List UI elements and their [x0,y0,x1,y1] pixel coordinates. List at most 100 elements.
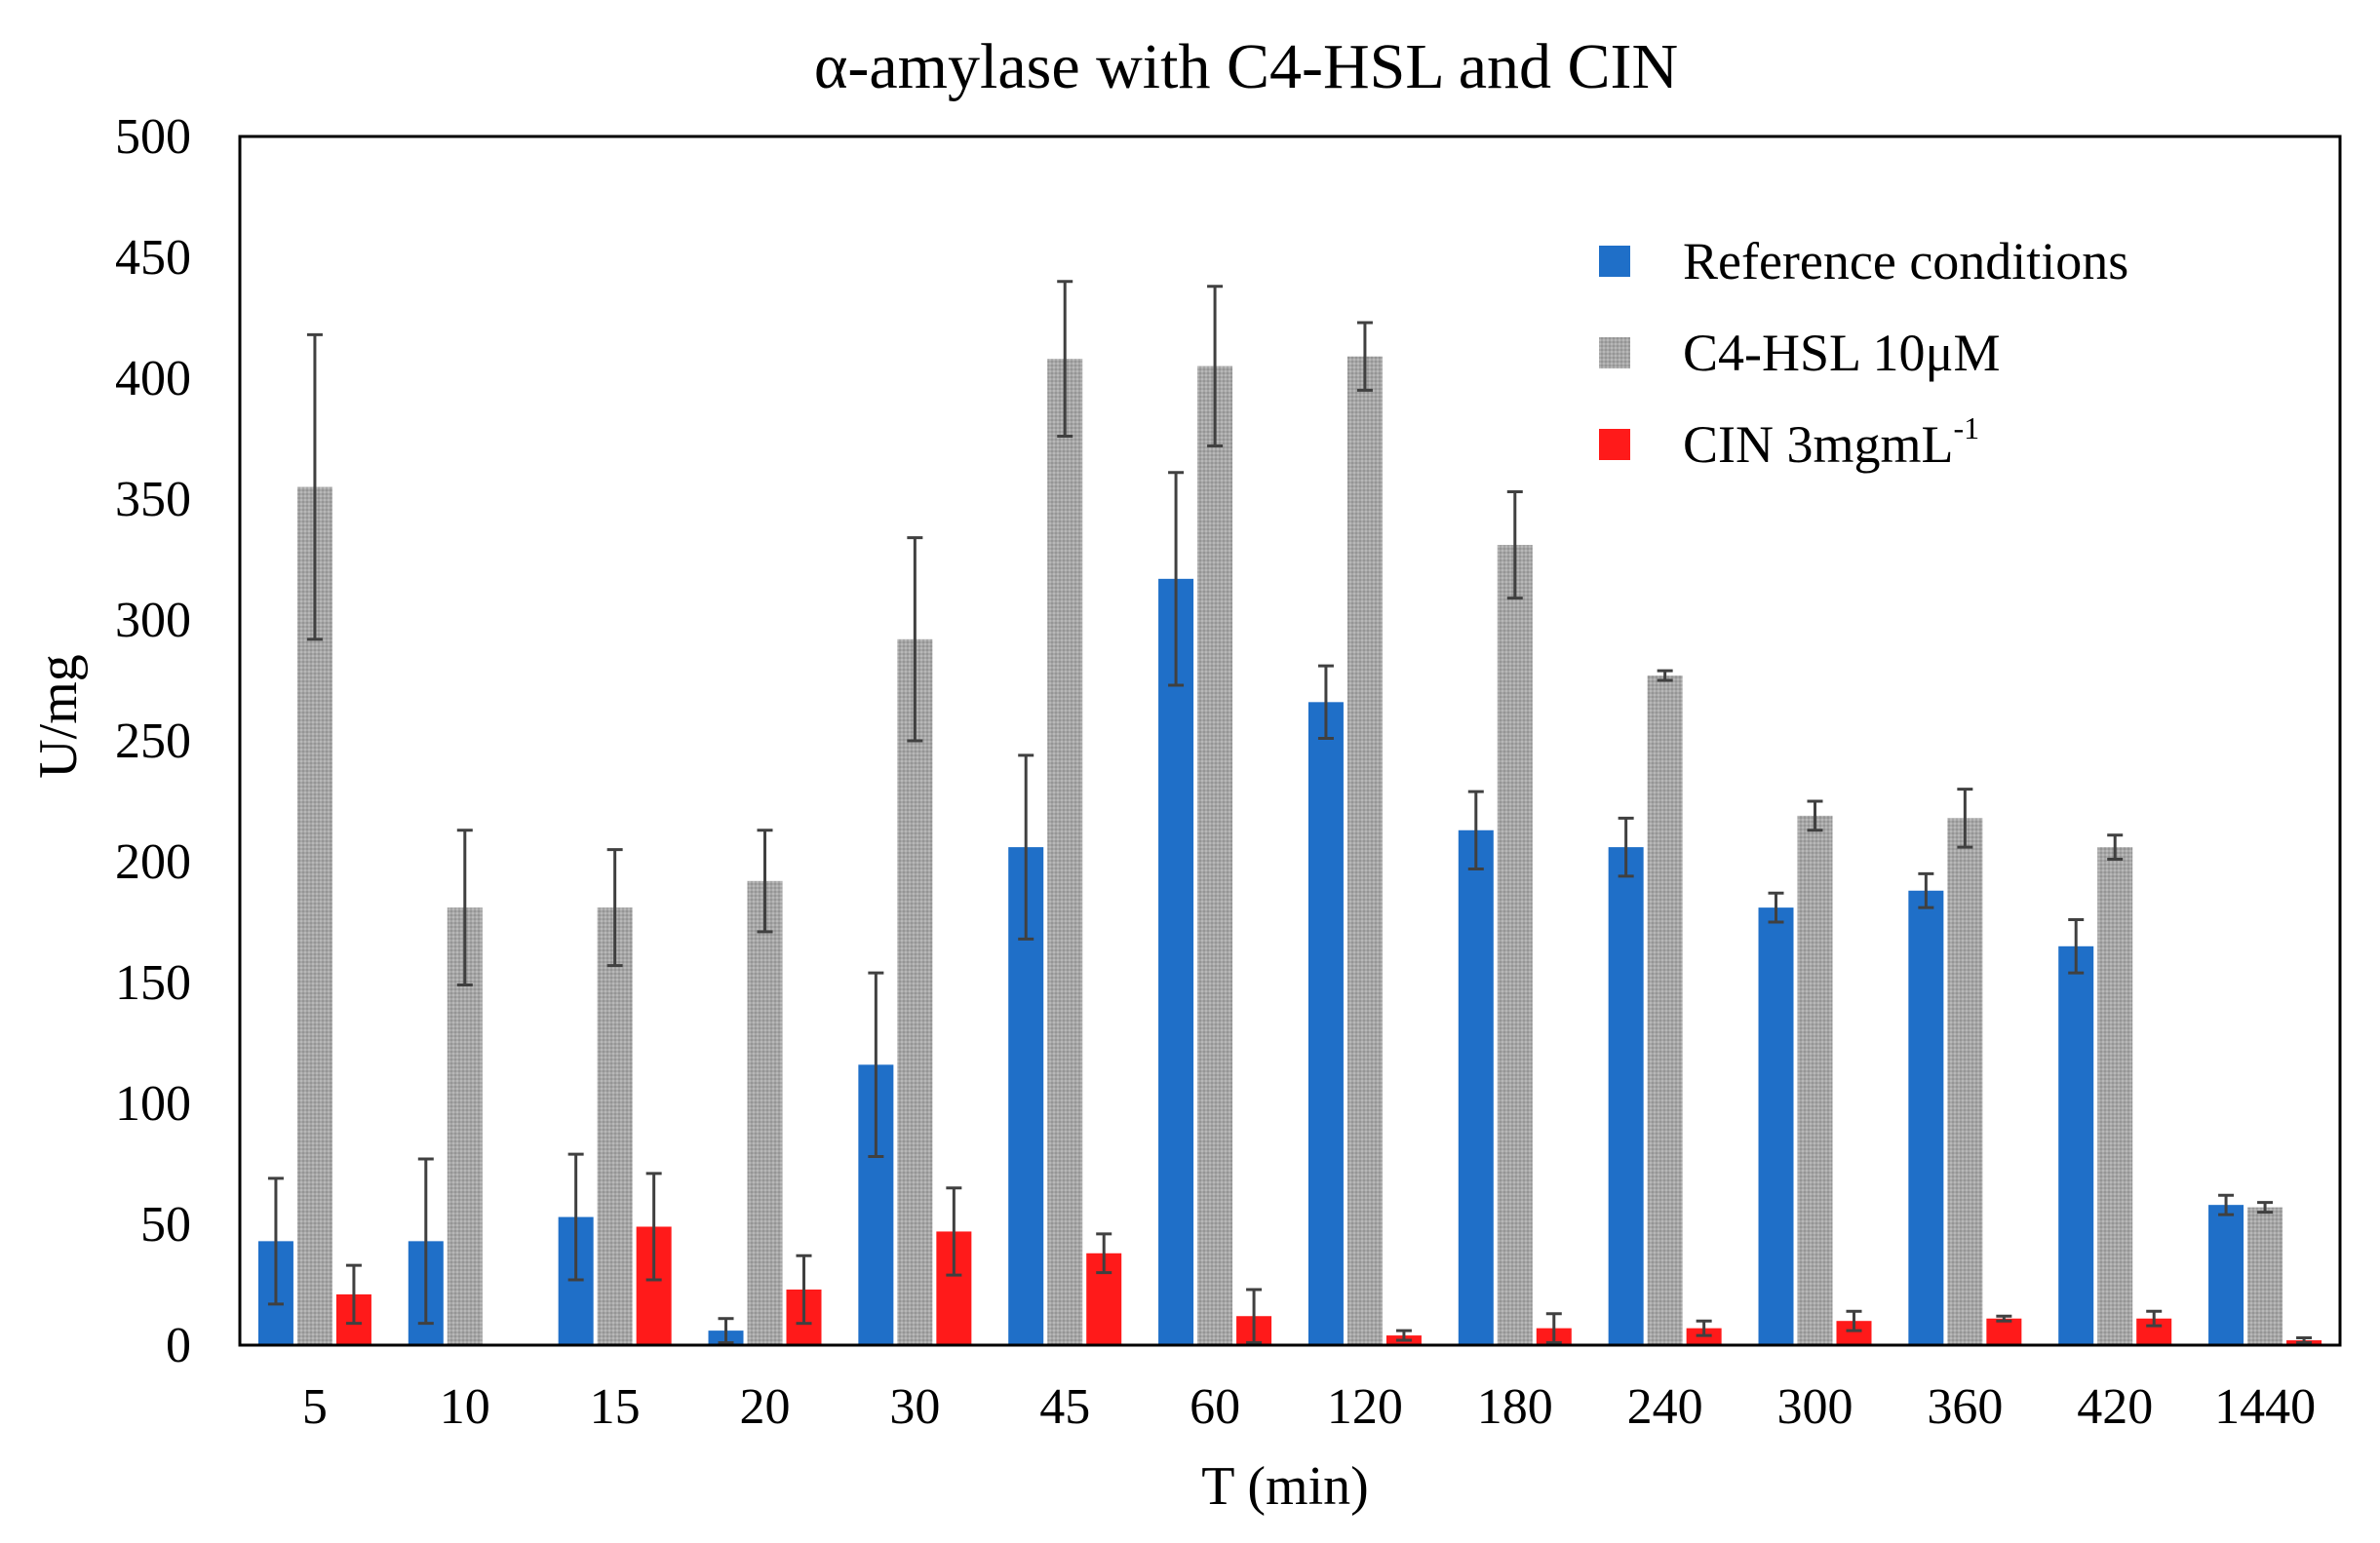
legend-label: CIN 3mgmL-1 [1683,410,1979,474]
x-tick-label: 15 [590,1379,641,1435]
error-bar [645,1172,662,1282]
bar-c4-hsl-45 [1047,359,1083,1345]
error-bar [1467,790,1484,870]
error-bar [2146,1309,2163,1328]
error-bar [1018,753,1034,941]
error-bar [2257,1201,2274,1215]
x-tick-label: 240 [1627,1379,1703,1435]
y-tick-label: 500 [115,109,191,165]
x-tick-label: 360 [1927,1379,2003,1435]
legend-label: C4-HSL 10μM [1683,324,2000,382]
x-tick-label: 300 [1777,1379,1853,1435]
error-bar [868,971,884,1159]
legend-swatch [1599,429,1630,460]
error-bar [1356,321,1373,392]
bar-c4-hsl-240 [1647,675,1683,1345]
y-tick-label: 0 [166,1318,191,1373]
y-tick-label: 50 [140,1197,191,1253]
bar-c4-hsl-300 [1797,815,1833,1345]
x-tick-label: 45 [1039,1379,1090,1435]
legend-swatch [1599,246,1630,277]
y-tick-label: 250 [115,714,191,769]
bar-c4-hsl-30 [897,638,933,1345]
error-bar [1395,1329,1412,1342]
bar-reference-180 [1458,829,1494,1345]
error-bar [1246,1288,1263,1345]
y-tick-label: 350 [115,472,191,527]
chart-title: α-amylase with C4-HSL and CIN [814,31,1678,102]
y-tick-label: 300 [115,593,191,648]
plot-border [238,135,2342,1347]
error-bar [1996,1314,2012,1323]
x-tick-label: 20 [740,1379,791,1435]
error-bar [907,536,923,743]
error-bar [1918,871,1934,909]
error-bar [2218,1193,2235,1216]
bar-reference-360 [1908,890,1944,1345]
bar-c4-hsl-360 [1947,818,1983,1345]
error-bar [417,1157,434,1326]
error-bar [1957,788,1973,849]
error-bar [757,829,773,934]
bar-c4-hsl-180 [1497,545,1533,1345]
error-bar [1846,1309,1862,1332]
x-tick-label: 5 [302,1379,328,1435]
y-tick-label: 150 [115,955,191,1011]
bar-reference-120 [1307,702,1344,1345]
y-tick-label: 450 [115,230,191,286]
error-bar [567,1152,584,1282]
error-bar [1768,891,1784,924]
bar-reference-420 [2058,945,2094,1345]
error-bar [1657,669,1673,682]
legend-label: Reference conditions [1683,232,2128,290]
error-bar [1807,799,1823,832]
error-bar [1096,1232,1112,1275]
x-axis-label: T (min) [1201,1456,1369,1517]
x-tick-label: 120 [1327,1379,1403,1435]
error-bar [1545,1312,1562,1345]
error-bar [456,829,473,986]
bar-cin-360 [1986,1318,2022,1345]
x-tick-label: 60 [1190,1379,1240,1435]
legend-swatch [1599,337,1630,368]
error-bar [2107,833,2124,862]
plot-area: 0 50 100 150 200 250 300 350 400 450 500 5 10 15 20 30 4… [115,109,2342,1435]
bar-c4-hsl-15 [597,907,633,1345]
error-bar [606,848,623,968]
y-tick-label: 200 [115,834,191,890]
error-bar [1168,471,1185,687]
y-axis-label: U/mg [28,654,89,779]
error-bar [1317,664,1334,741]
bar-reference-60 [1158,578,1194,1345]
error-bar [796,1254,812,1326]
error-bar [345,1263,362,1326]
error-bar [718,1317,734,1345]
bar-c4-hsl-1440 [2247,1207,2283,1345]
x-tick-label: 30 [889,1379,940,1435]
bar-c4-hsl-120 [1346,356,1383,1345]
error-bar [946,1186,962,1277]
x-tick-label: 10 [440,1379,490,1435]
bar-reference-240 [1608,847,1644,1345]
error-bar [267,1177,284,1306]
bar-c4-hsl-420 [2097,847,2133,1345]
bar-reference-1440 [2208,1205,2244,1345]
error-bar [1057,280,1073,439]
bar-c4-hsl-20 [747,880,783,1345]
y-tick-label: 400 [115,351,191,406]
y-tick-label: 100 [115,1076,191,1132]
error-bar [1207,285,1224,447]
bar-c4-hsl-60 [1197,366,1233,1346]
error-bar [1618,816,1634,878]
error-bar [306,332,323,641]
x-tick-label: 180 [1477,1379,1553,1435]
x-tick-label: 420 [2077,1379,2153,1435]
error-bar [2296,1336,2313,1345]
x-tick-label: 1440 [2214,1379,2316,1435]
legend: Reference conditions C4-HSL 10μM CIN 3mgmL… [1599,232,2128,474]
error-bar [2068,918,2085,975]
bar-reference-300 [1758,907,1794,1345]
error-bar [1506,490,1523,600]
error-bar [1696,1319,1712,1337]
